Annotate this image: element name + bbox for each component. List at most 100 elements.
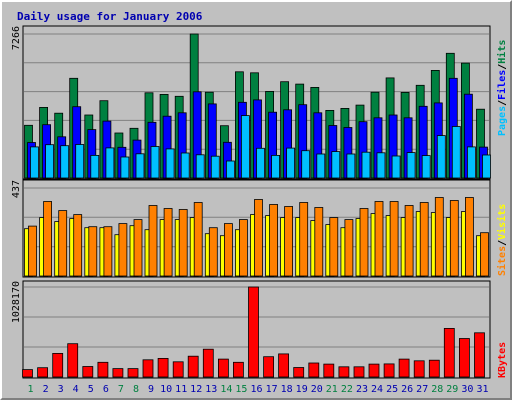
bar-sites-day-12 xyxy=(193,202,203,277)
bar-kbytes-day-26 xyxy=(398,358,410,378)
bar-sites-day-31 xyxy=(480,232,489,277)
x-tick-label: 14 xyxy=(220,384,232,395)
bar-pages-day-20 xyxy=(316,153,326,179)
legend-sites-visits: Sites/Visits xyxy=(496,204,508,276)
x-tick-label: 30 xyxy=(461,384,473,395)
x-tick-label: 1 xyxy=(27,384,33,395)
bar-pages-day-10 xyxy=(165,148,175,179)
bar-kbytes-day-11 xyxy=(172,361,184,378)
bar-kbytes-day-20 xyxy=(308,362,320,378)
bar-sites-day-4 xyxy=(73,214,83,277)
legend-item-hits: Hits xyxy=(496,40,508,64)
bar-pages-day-31 xyxy=(482,154,491,179)
bar-sites-day-23 xyxy=(359,208,369,277)
bar-pages-day-28 xyxy=(436,135,446,179)
x-tick-label: 4 xyxy=(73,384,79,395)
x-tick-label: 31 xyxy=(476,384,488,395)
bar-kbytes-day-21 xyxy=(323,363,335,378)
bar-kbytes-day-2 xyxy=(37,367,48,378)
bar-sites-day-26 xyxy=(404,205,414,277)
bar-sites-day-2 xyxy=(43,201,52,277)
legend-text: Pages/Files/Hits xyxy=(496,40,508,136)
bar-sites-day-13 xyxy=(208,227,218,277)
bar-kbytes-day-30 xyxy=(458,338,470,378)
y-tick-label: 437 xyxy=(11,180,22,198)
x-tick-label: 11 xyxy=(175,384,187,395)
legend-separator: / xyxy=(497,240,508,246)
bar-pages-day-30 xyxy=(466,146,476,179)
panel-kbytes: 1028170 xyxy=(11,280,491,379)
x-axis-labels: 1 2 3 4 5 6 7 8 9 10 11 12 13 14 15 16 17 18 19 20 21 22 23 24 2… xyxy=(27,384,488,395)
x-tick-label: 5 xyxy=(88,384,94,395)
bar-sites-day-1 xyxy=(28,225,37,277)
bar-sites-day-9 xyxy=(148,205,158,277)
x-tick-label: 17 xyxy=(266,384,278,395)
bar-kbytes-day-3 xyxy=(52,352,64,378)
x-tick-label: 26 xyxy=(401,384,413,395)
legend-separator: / xyxy=(497,100,508,106)
bar-sites-day-3 xyxy=(58,210,68,277)
x-tick-label: 15 xyxy=(235,384,247,395)
bar-kbytes-day-14 xyxy=(217,358,229,378)
bar-kbytes-day-19 xyxy=(293,367,305,378)
bar-pages-day-3 xyxy=(60,145,70,179)
x-tick-label: 23 xyxy=(356,384,368,395)
bar-sites-day-30 xyxy=(464,197,474,277)
bar-sites-day-21 xyxy=(329,217,339,277)
bar-kbytes-day-4 xyxy=(67,343,79,378)
bar-kbytes-day-15 xyxy=(232,361,244,378)
bar-pages-day-22 xyxy=(346,153,356,179)
bar-pages-day-27 xyxy=(421,155,431,179)
legend-item-pages: Pages xyxy=(497,106,508,136)
panel-visits-sites: 437 xyxy=(11,179,491,278)
bar-sites-day-14 xyxy=(223,223,233,277)
bar-pages-day-12 xyxy=(195,154,205,179)
bar-kbytes-day-27 xyxy=(413,360,425,378)
bar-pages-day-16 xyxy=(256,147,265,179)
bar-pages-day-7 xyxy=(120,156,130,179)
x-tick-label: 22 xyxy=(341,384,353,395)
bar-pages-day-25 xyxy=(391,155,401,179)
legend-item-kbytes: KBytes xyxy=(497,342,508,378)
x-tick-label: 28 xyxy=(431,384,443,395)
bar-sites-day-6 xyxy=(103,226,113,277)
bar-pages-day-18 xyxy=(286,147,296,179)
bar-sites-day-18 xyxy=(284,206,294,277)
bar-kbytes-day-7 xyxy=(112,368,124,378)
bar-kbytes-day-28 xyxy=(428,359,440,378)
legend-text: KBytes xyxy=(497,342,508,378)
bar-kbytes-day-1 xyxy=(22,369,33,378)
bar-kbytes-day-13 xyxy=(202,348,214,378)
bar-pages-day-29 xyxy=(451,126,461,179)
bar-sites-day-27 xyxy=(419,202,429,277)
bar-kbytes-day-22 xyxy=(338,366,350,378)
bar-kbytes-day-8 xyxy=(127,368,139,378)
legend-separator: / xyxy=(497,64,508,70)
x-tick-label: 25 xyxy=(386,384,398,395)
bar-pages-day-13 xyxy=(210,155,220,179)
legend-pages-files-hits: Pages/Files/Hits xyxy=(496,40,508,136)
legend-kbytes: KBytes xyxy=(497,342,508,378)
bar-sites-day-28 xyxy=(434,197,444,277)
panel-hits-files-pages: 7266 xyxy=(11,25,491,180)
bar-sites-day-7 xyxy=(118,223,128,277)
x-tick-label: 19 xyxy=(296,384,308,395)
x-tick-label: 9 xyxy=(148,384,154,395)
y-tick-label: 1028170 xyxy=(11,281,22,323)
x-tick-label: 10 xyxy=(160,384,172,395)
bar-kbytes-day-31 xyxy=(474,332,485,378)
bar-pages-day-14 xyxy=(225,160,235,179)
x-tick-label: 27 xyxy=(416,384,428,395)
x-tick-label: 13 xyxy=(205,384,217,395)
x-tick-label: 16 xyxy=(250,384,262,395)
x-tick-label: 29 xyxy=(446,384,458,395)
legend-item-sites: Sites xyxy=(496,246,508,276)
x-tick-label: 24 xyxy=(371,384,383,395)
bar-sites-day-16 xyxy=(254,199,263,277)
bar-pages-day-4 xyxy=(75,144,85,179)
bar-sites-day-10 xyxy=(163,208,173,277)
bar-pages-day-9 xyxy=(150,146,160,179)
legend-item-visits: Visits xyxy=(496,204,508,240)
